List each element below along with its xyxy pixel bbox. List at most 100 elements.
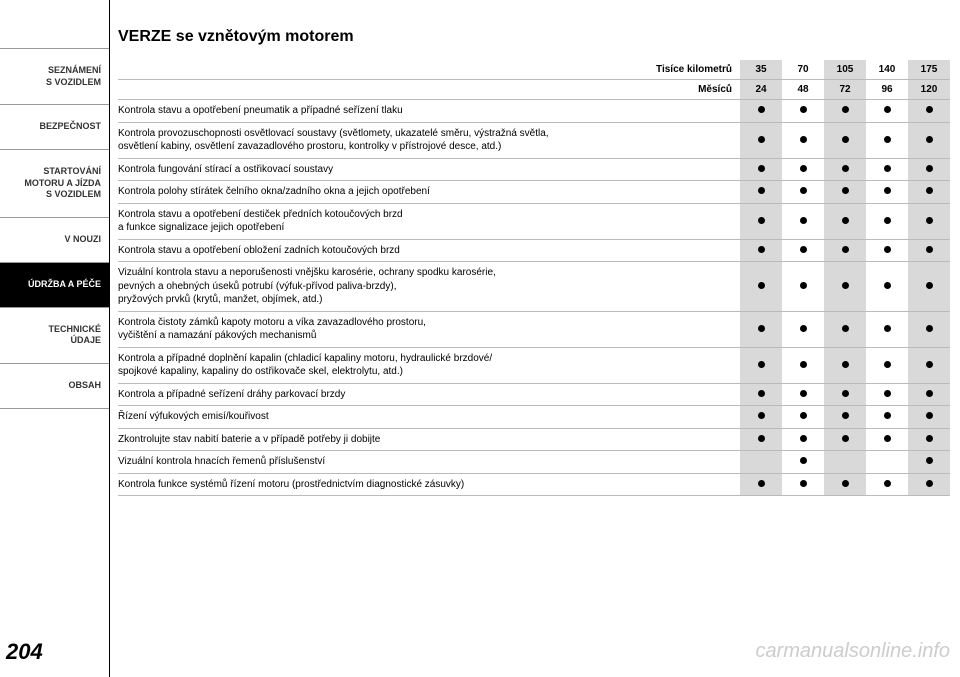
table-dot-cell: [908, 158, 950, 181]
table-dot-cell: [824, 347, 866, 383]
bullet-icon: [926, 361, 933, 368]
main-content: VERZE se vznětovým motorem Tisíce kilome…: [118, 28, 950, 496]
watermark: carmanualsonline.info: [755, 640, 950, 663]
table-dot-cell: [866, 122, 908, 158]
table-dot-cell: [782, 239, 824, 262]
table-dot-cell: [908, 239, 950, 262]
bullet-icon: [842, 187, 849, 194]
table-dot-cell: [824, 100, 866, 123]
bullet-icon: [758, 165, 765, 172]
sidebar-item-intro[interactable]: SEZNÁMENÍS VOZIDLEM: [0, 48, 109, 105]
bullet-icon: [884, 435, 891, 442]
table-dot-cell: [824, 203, 866, 239]
bullet-icon: [758, 136, 765, 143]
header-value: 96: [866, 80, 908, 100]
bullet-icon: [842, 361, 849, 368]
bullet-icon: [758, 435, 765, 442]
table-dot-cell: [908, 473, 950, 496]
table-dot-cell: [824, 473, 866, 496]
table-row-label: Kontrola a případné doplnění kapalin (ch…: [118, 347, 740, 383]
table-dot-cell: [740, 383, 782, 406]
sidebar-nav: SEZNÁMENÍS VOZIDLEM BEZPEČNOST STARTOVÁN…: [0, 0, 110, 677]
table-row-label: Kontrola a případné seřízení dráhy parko…: [118, 383, 740, 406]
table-dot-cell: [824, 406, 866, 429]
sidebar-item-emergency[interactable]: V NOUZI: [0, 218, 109, 263]
bullet-icon: [926, 187, 933, 194]
bullet-icon: [884, 361, 891, 368]
bullet-icon: [884, 136, 891, 143]
bullet-icon: [800, 480, 807, 487]
bullet-icon: [884, 412, 891, 419]
header-value: 120: [908, 80, 950, 100]
header-value: 140: [866, 60, 908, 80]
table-dot-cell: [866, 100, 908, 123]
table-dot-cell: [740, 158, 782, 181]
bullet-icon: [758, 480, 765, 487]
table-dot-cell: [908, 203, 950, 239]
bullet-icon: [926, 217, 933, 224]
bullet-icon: [758, 217, 765, 224]
table-dot-cell: [908, 311, 950, 347]
bullet-icon: [926, 136, 933, 143]
table-dot-cell: [866, 473, 908, 496]
table-dot-cell: [740, 181, 782, 204]
bullet-icon: [926, 390, 933, 397]
bullet-icon: [842, 217, 849, 224]
table-row-label: Kontrola fungování stírací a ostřikovací…: [118, 158, 740, 181]
bullet-icon: [926, 325, 933, 332]
bullet-icon: [800, 165, 807, 172]
bullet-icon: [884, 390, 891, 397]
table-dot-cell: [908, 451, 950, 474]
sidebar-item-index[interactable]: OBSAH: [0, 364, 109, 409]
bullet-icon: [758, 361, 765, 368]
bullet-icon: [926, 435, 933, 442]
table-dot-cell: [908, 347, 950, 383]
bullet-icon: [926, 282, 933, 289]
sidebar-item-safety[interactable]: BEZPEČNOST: [0, 105, 109, 150]
bullet-icon: [800, 217, 807, 224]
header-value: 24: [740, 80, 782, 100]
table-dot-cell: [782, 428, 824, 451]
bullet-icon: [800, 136, 807, 143]
table-dot-cell: [866, 428, 908, 451]
bullet-icon: [884, 246, 891, 253]
table-dot-cell: [782, 406, 824, 429]
bullet-icon: [842, 325, 849, 332]
table-dot-cell: [866, 262, 908, 312]
table-row-label: Kontrola čistoty zámků kapoty motoru a v…: [118, 311, 740, 347]
header-label: Tisíce kilometrů: [118, 60, 740, 80]
table-dot-cell: [824, 158, 866, 181]
bullet-icon: [800, 325, 807, 332]
table-row-label: Vizuální kontrola stavu a neporušenosti …: [118, 262, 740, 312]
bullet-icon: [884, 106, 891, 113]
sidebar-item-starting[interactable]: STARTOVÁNÍMOTORU A JÍZDAS VOZIDLEM: [0, 150, 109, 218]
table-dot-cell: [866, 311, 908, 347]
bullet-icon: [842, 246, 849, 253]
table-dot-cell: [782, 203, 824, 239]
table-dot-cell: [740, 311, 782, 347]
table-dot-cell: [866, 181, 908, 204]
bullet-icon: [758, 106, 765, 113]
sidebar-item-maintenance[interactable]: ÚDRŽBA A PÉČE: [0, 263, 109, 308]
header-value: 70: [782, 60, 824, 80]
table-dot-cell: [782, 122, 824, 158]
table-dot-cell: [866, 451, 908, 474]
table-dot-cell: [824, 239, 866, 262]
table-dot-cell: [740, 262, 782, 312]
table-dot-cell: [824, 311, 866, 347]
bullet-icon: [926, 106, 933, 113]
sidebar-item-technical[interactable]: TECHNICKÉÚDAJE: [0, 308, 109, 364]
table-dot-cell: [866, 203, 908, 239]
bullet-icon: [842, 435, 849, 442]
section-title: VERZE se vznětovým motorem: [118, 28, 950, 46]
bullet-icon: [926, 457, 933, 464]
table-dot-cell: [740, 122, 782, 158]
table-dot-cell: [740, 239, 782, 262]
table-row-label: Zkontrolujte stav nabití baterie a v pří…: [118, 428, 740, 451]
table-dot-cell: [740, 203, 782, 239]
table-row-label: Kontrola stavu a opotřebení obložení zad…: [118, 239, 740, 262]
bullet-icon: [842, 390, 849, 397]
bullet-icon: [884, 480, 891, 487]
table-dot-cell: [782, 473, 824, 496]
table-row-label: Kontrola polohy stírátek čelního okna/za…: [118, 181, 740, 204]
